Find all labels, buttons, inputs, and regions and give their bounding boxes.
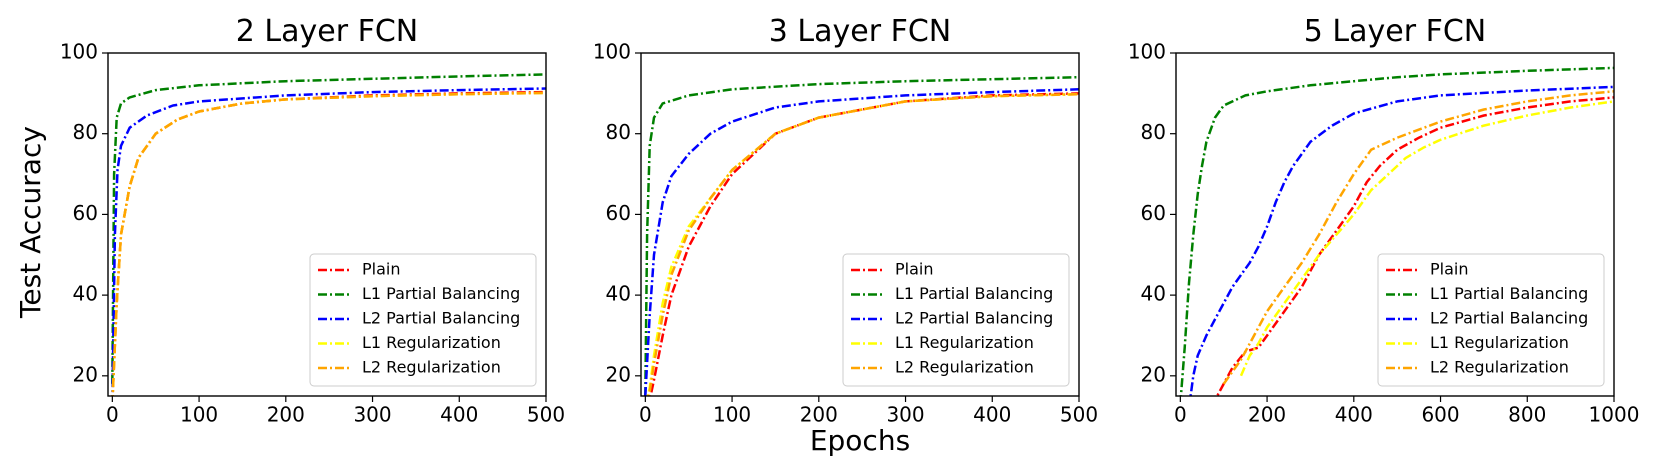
x-tick-label: 100: [713, 403, 751, 427]
series-line-l2-regularization: [111, 91, 546, 396]
y-tick-label: 40: [73, 282, 98, 306]
legend-label: L2 Partial Balancing: [895, 309, 1053, 328]
chart-title: 5 Layer FCN: [1304, 14, 1486, 49]
legend-label: L1 Partial Balancing: [895, 284, 1053, 303]
series-line-l1-regularization: [1239, 100, 1614, 377]
legend-label: L2 Partial Balancing: [362, 309, 520, 328]
x-tick-label: 100: [180, 403, 218, 427]
x-tick-label: 0: [106, 403, 119, 427]
legend-label: Plain: [1430, 260, 1468, 279]
legend-label: L1 Partial Balancing: [362, 284, 520, 303]
x-tick-label: 300: [353, 403, 391, 427]
x-tick-label: 500: [527, 403, 565, 427]
x-tick-label: 400: [440, 403, 478, 427]
series-group: [111, 73, 546, 396]
y-tick-label: 20: [606, 362, 631, 386]
y-tick-label: 20: [1141, 362, 1166, 386]
x-tick-label: 400: [973, 403, 1011, 427]
y-tick-label: 20: [73, 362, 98, 386]
y-tick-label: 60: [1141, 201, 1166, 225]
x-tick-label: 200: [1248, 403, 1286, 427]
chart-panel-2: 3 Layer FCN 0 100 200 300 400 500 20 40 60 80 100 Pl…: [593, 14, 1098, 427]
y-tick-label: 100: [1128, 40, 1166, 64]
x-tick-label: 200: [800, 403, 838, 427]
series-line-plain: [1215, 96, 1614, 396]
legend-label: L1 Partial Balancing: [1430, 284, 1588, 303]
series-line-l1-partial-balancing: [1179, 66, 1614, 396]
x-tick-label: 1000: [1589, 403, 1640, 427]
chart-panel-1: 2 Layer FCN 0 100 200 300 400 500 20 40 60 80 100 Pl…: [60, 14, 565, 427]
legend-label: L1 Regularization: [362, 333, 501, 352]
plot-frame: [107, 52, 547, 397]
series-line-l1-partial-balancing: [111, 73, 546, 384]
legend-label: Plain: [362, 260, 400, 279]
legend: Plain L1 Partial Balancing L2 Partial Bala…: [309, 253, 537, 387]
series-group: [1179, 66, 1614, 396]
y-tick-label: 100: [593, 40, 631, 64]
legend: Plain L1 Partial Balancing L2 Partial Bala…: [1377, 253, 1605, 387]
chart-title: 3 Layer FCN: [769, 14, 951, 49]
legend-box: [309, 253, 537, 387]
series-line-l2-regularization: [1222, 90, 1614, 385]
plot-frame: [1175, 52, 1615, 397]
x-tick-label: 500: [1060, 403, 1098, 427]
series-line-l2-regularization: [647, 92, 1079, 396]
series-line-l2-partial-balancing: [1189, 85, 1614, 396]
series-line-l2-partial-balancing: [111, 87, 546, 396]
figure-xlabel: Epochs: [810, 424, 910, 457]
chart-panel-3: 5 Layer FCN 0 200 400 600 800 1000 20 40 60 80 100 P…: [1128, 14, 1640, 427]
y-tick-label: 60: [606, 201, 631, 225]
y-tick-label: 40: [1141, 282, 1166, 306]
x-tick-label: 400: [1335, 403, 1373, 427]
x-tick-label: 0: [639, 403, 652, 427]
series-line-l1-partial-balancing: [644, 75, 1079, 396]
series-line-l2-partial-balancing: [644, 88, 1079, 396]
y-tick-label: 80: [606, 120, 631, 144]
x-tick-label: 200: [267, 403, 305, 427]
figure-ylabel: Test Accuracy: [14, 126, 47, 319]
x-tick-label: 800: [1508, 403, 1546, 427]
legend-label: L2 Partial Balancing: [1430, 309, 1588, 328]
legend-box: [1377, 253, 1605, 387]
legend-label: L1 Regularization: [895, 333, 1034, 352]
x-tick-label: 600: [1421, 403, 1459, 427]
legend-label: Plain: [895, 260, 933, 279]
y-tick-label: 80: [1141, 120, 1166, 144]
legend-box: [842, 253, 1070, 387]
x-tick-label: 300: [886, 403, 924, 427]
x-tick-label: 0: [1174, 403, 1187, 427]
legend-label: L2 Regularization: [895, 358, 1034, 377]
y-tick-label: 100: [60, 40, 98, 64]
legend-label: L1 Regularization: [1430, 333, 1569, 352]
plot-frame: [640, 52, 1080, 397]
y-tick-label: 60: [73, 201, 98, 225]
legend-label: L2 Regularization: [362, 358, 501, 377]
y-tick-label: 40: [606, 282, 631, 306]
legend: Plain L1 Partial Balancing L2 Partial Bala…: [842, 253, 1070, 387]
legend-label: L2 Regularization: [1430, 358, 1569, 377]
y-tick-label: 80: [73, 120, 98, 144]
chart-title: 2 Layer FCN: [236, 14, 418, 49]
series-group: [644, 75, 1079, 396]
